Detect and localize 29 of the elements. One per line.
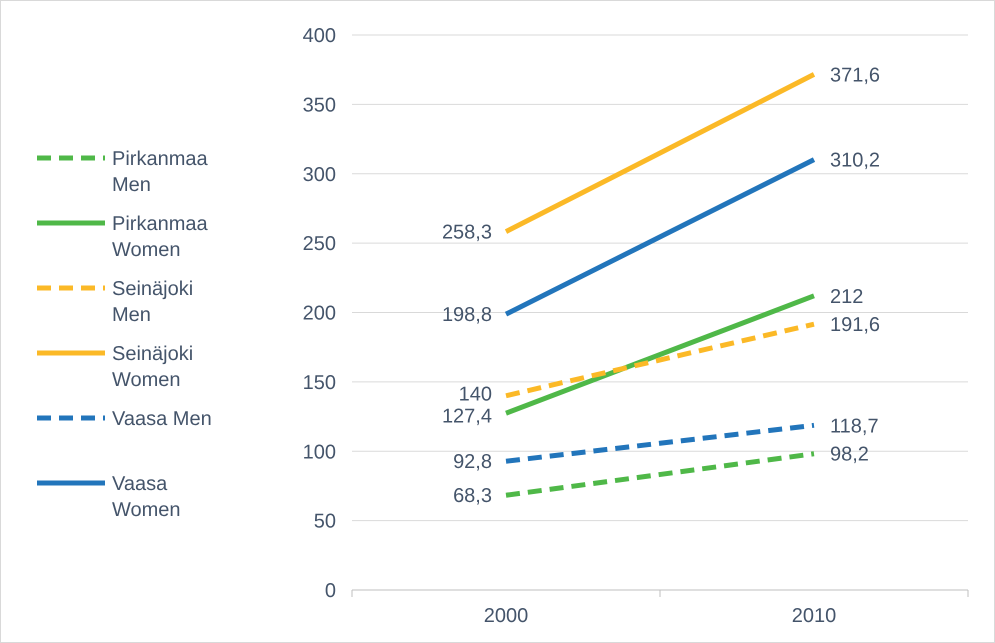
x-tick-label: 2010 xyxy=(792,605,836,627)
data-label: 258,3 xyxy=(442,222,492,244)
data-label: 92,8 xyxy=(453,451,492,474)
y-tick-label: 50 xyxy=(314,510,336,533)
y-tick-label: 200 xyxy=(302,302,336,324)
x-tick-label: 2000 xyxy=(484,605,528,627)
data-label: 68,3 xyxy=(453,485,492,508)
legend-label: Vaasa Women xyxy=(112,473,181,521)
legend-label: Seinäjoki Men xyxy=(112,278,194,326)
legend-label: Seinäjoki Women xyxy=(112,343,194,391)
data-label: 118,7 xyxy=(830,415,879,438)
data-label: 212 xyxy=(830,286,864,308)
data-label: 127,4 xyxy=(442,405,492,428)
data-label: 371,6 xyxy=(830,64,880,86)
y-tick-label: 100 xyxy=(302,441,336,464)
data-label: 310,2 xyxy=(830,150,880,172)
legend-label: Pirkanmaa Women xyxy=(112,213,208,261)
data-label: 140 xyxy=(458,383,492,406)
legend-label: Pirkanmaa Men xyxy=(112,148,208,196)
y-tick-label: 300 xyxy=(302,164,336,186)
y-tick-label: 350 xyxy=(302,94,336,116)
data-label: 198,8 xyxy=(442,304,492,326)
y-tick-label: 0 xyxy=(324,580,336,602)
y-tick-label: 150 xyxy=(302,372,336,394)
data-label: 191,6 xyxy=(830,314,880,336)
y-tick-label: 400 xyxy=(302,25,336,47)
data-label: 98,2 xyxy=(830,444,869,466)
y-tick-label: 250 xyxy=(302,233,336,256)
legend-label: Vaasa Men xyxy=(112,408,212,430)
